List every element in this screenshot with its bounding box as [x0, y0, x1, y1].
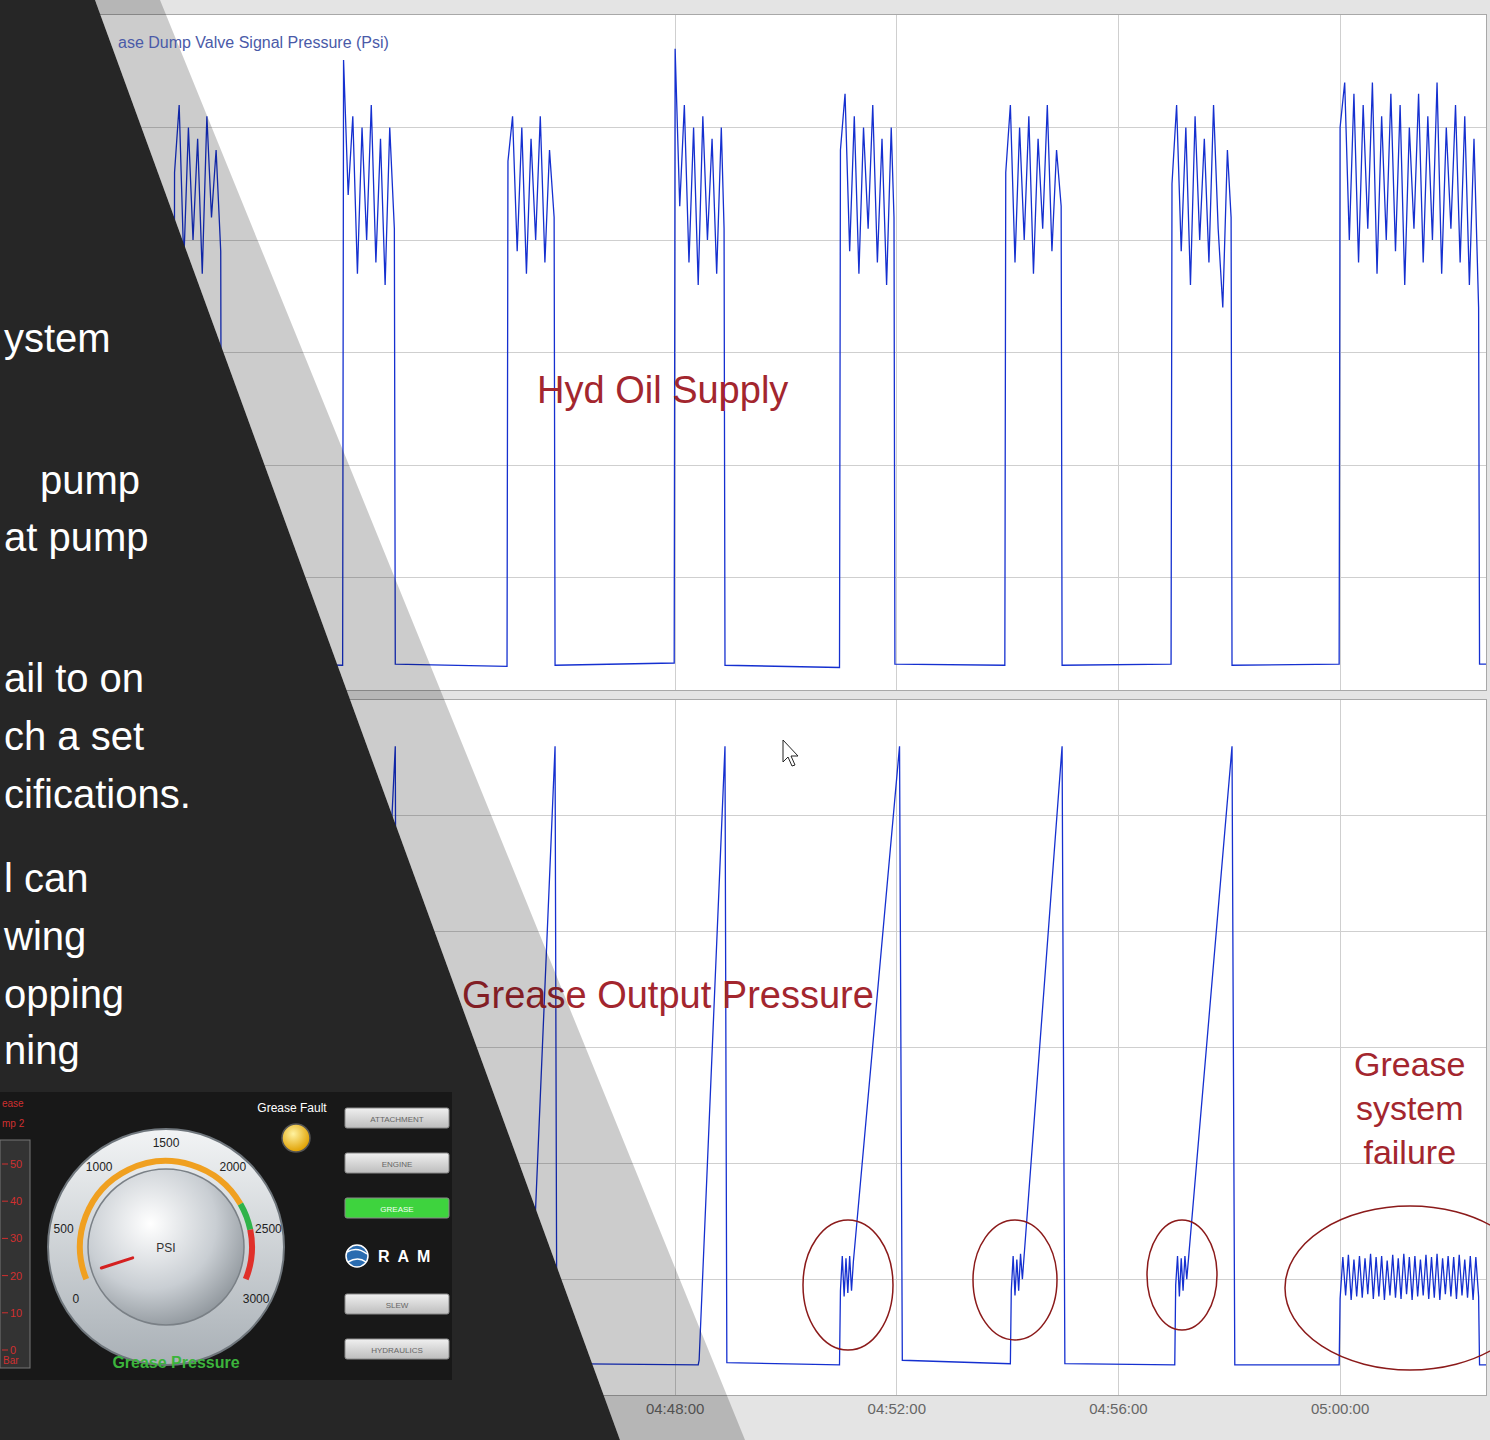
- svg-text:1500: 1500: [153, 1136, 180, 1150]
- svg-text:at pump: at pump: [4, 515, 149, 559]
- svg-text:30: 30: [10, 1232, 22, 1244]
- svg-text:3000: 3000: [243, 1292, 270, 1306]
- svg-text:0: 0: [10, 1344, 16, 1356]
- svg-text:50: 50: [10, 1158, 22, 1170]
- svg-text:Greasesystemfailure: Greasesystemfailure: [1354, 1045, 1466, 1171]
- svg-text:opping: opping: [4, 972, 124, 1016]
- svg-text:500: 500: [54, 1222, 74, 1236]
- svg-text:ENGINE: ENGINE: [382, 1160, 413, 1169]
- svg-text:cifications.: cifications.: [4, 772, 191, 816]
- svg-text:2500: 2500: [255, 1222, 282, 1236]
- svg-text:PSI: PSI: [156, 1241, 175, 1255]
- svg-text:ystem: ystem: [4, 316, 111, 360]
- svg-text:0: 0: [73, 1292, 80, 1306]
- svg-text:SLEW: SLEW: [386, 1301, 409, 1310]
- svg-text:1000: 1000: [86, 1160, 113, 1174]
- svg-text:wing: wing: [3, 914, 86, 958]
- svg-text:GREASE: GREASE: [380, 1205, 413, 1214]
- svg-text:l can: l can: [4, 856, 89, 900]
- svg-text:ail to on: ail to on: [4, 656, 144, 700]
- svg-text:05:00:00: 05:00:00: [1311, 1400, 1369, 1417]
- svg-text:Hyd Oil Supply: Hyd Oil Supply: [537, 369, 788, 411]
- svg-text:40: 40: [10, 1195, 22, 1207]
- svg-text:20: 20: [10, 1270, 22, 1282]
- svg-text:ease: ease: [2, 1098, 24, 1109]
- svg-text:RAM: RAM: [378, 1248, 438, 1265]
- svg-text:ase Dump Valve Signal Pressure: ase Dump Valve Signal Pressure (Psi): [118, 34, 389, 51]
- svg-text:Bar: Bar: [3, 1355, 19, 1366]
- svg-text:ch a set: ch a set: [4, 714, 144, 758]
- svg-text:2000: 2000: [219, 1160, 246, 1174]
- svg-text:mp 2: mp 2: [2, 1118, 25, 1129]
- svg-text:04:48:00: 04:48:00: [646, 1400, 704, 1417]
- svg-text:ning: ning: [4, 1028, 80, 1072]
- svg-text:Grease Fault: Grease Fault: [257, 1101, 327, 1115]
- svg-text:HYDRAULICS: HYDRAULICS: [371, 1346, 423, 1355]
- svg-text:04:56:00: 04:56:00: [1089, 1400, 1147, 1417]
- svg-text:04:52:00: 04:52:00: [868, 1400, 926, 1417]
- svg-text:pump: pump: [40, 458, 140, 502]
- svg-text:Grease Output Pressure: Grease Output Pressure: [462, 974, 874, 1016]
- svg-text:ATTACHMENT: ATTACHMENT: [370, 1115, 424, 1124]
- svg-text:10: 10: [10, 1307, 22, 1319]
- svg-text:Grease Pressure: Grease Pressure: [112, 1354, 239, 1371]
